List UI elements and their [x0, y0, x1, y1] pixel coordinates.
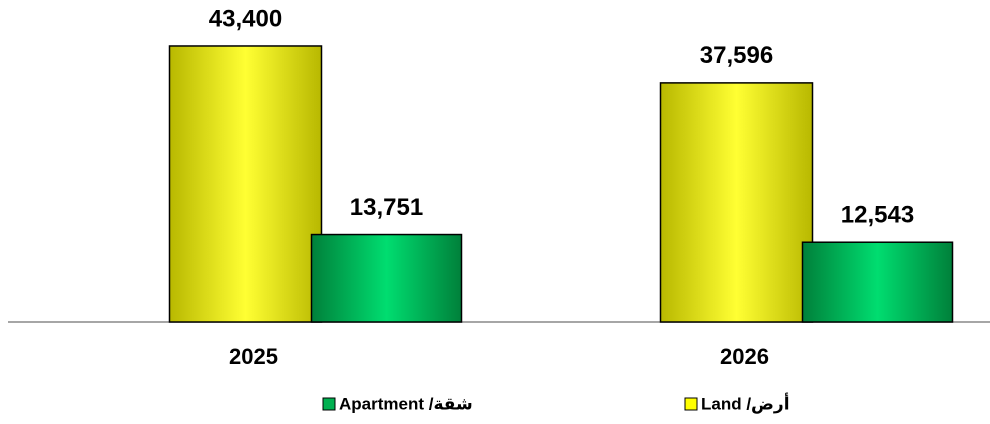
legend-swatch	[684, 397, 698, 411]
data-label: 37,596	[700, 42, 773, 69]
bar	[801, 241, 954, 323]
bar	[310, 233, 463, 323]
legend-swatch	[322, 397, 336, 411]
bar	[659, 82, 814, 323]
x-tick-label: 2025	[229, 344, 278, 369]
data-label: 43,400	[209, 5, 282, 32]
legend-label: شقة/ Apartment	[339, 394, 473, 413]
data-label: 13,751	[350, 194, 423, 221]
bar	[168, 45, 323, 323]
data-label: 12,543	[841, 202, 914, 229]
legend-label: أرض/ Land	[701, 392, 790, 414]
x-tick-label: 2026	[720, 344, 769, 369]
